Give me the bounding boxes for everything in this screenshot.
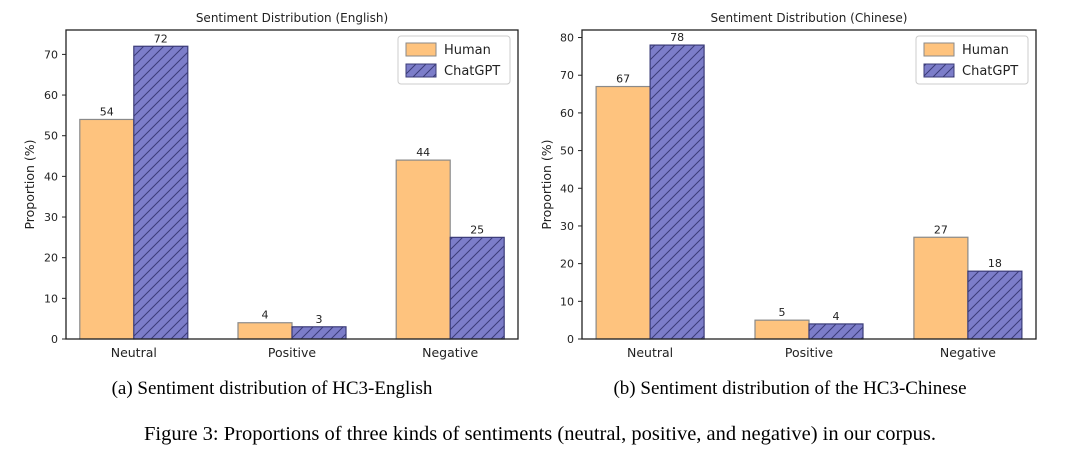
legend-label-chatgpt: ChatGPT xyxy=(444,64,500,79)
bar-chatgpt-positive xyxy=(291,326,347,340)
bar-human-neutral xyxy=(595,85,651,340)
y-tick-label: 0 xyxy=(51,333,58,346)
bar-human-negative xyxy=(913,236,969,340)
value-label-human-neutral: 67 xyxy=(616,73,630,86)
y-tick-label: 10 xyxy=(560,295,574,308)
legend-swatch-chatgpt xyxy=(405,63,437,78)
y-tick-label: 80 xyxy=(560,32,574,45)
legend-swatch-chatgpt xyxy=(923,63,955,78)
value-label-chatgpt-positive: 3 xyxy=(316,313,323,326)
legend-label-chatgpt: ChatGPT xyxy=(962,64,1018,79)
value-label-chatgpt-positive: 4 xyxy=(833,310,840,323)
bar-human-neutral xyxy=(79,118,135,340)
value-label-human-positive: 4 xyxy=(262,309,269,322)
value-label-chatgpt-negative: 25 xyxy=(470,223,484,236)
legend: Human ChatGPT xyxy=(915,35,1029,85)
legend: Human ChatGPT xyxy=(397,35,511,85)
plot-frame xyxy=(65,29,519,340)
x-tick-label-neutral: Neutral xyxy=(111,345,157,360)
bar-human-negative xyxy=(395,159,451,340)
y-tick-label: 40 xyxy=(560,182,574,195)
bar-chatgpt-negative xyxy=(449,236,505,340)
y-tick-label: 50 xyxy=(560,145,574,158)
y-tick-label: 60 xyxy=(44,89,58,102)
y-tick-label: 20 xyxy=(44,252,58,265)
subcaption-english: (a) Sentiment distribution of HC3-Englis… xyxy=(112,378,433,399)
y-axis-label: Proportion (%) xyxy=(539,139,554,229)
bar-human-positive xyxy=(237,322,293,340)
bar-chatgpt-neutral xyxy=(133,45,189,340)
x-tick-label-positive: Positive xyxy=(268,345,316,360)
figure-caption: Figure 3: Proportions of three kinds of … xyxy=(144,423,936,445)
legend-swatch-human xyxy=(923,42,955,57)
bar-chatgpt-neutral xyxy=(649,44,705,340)
chart-english: Sentiment Distribution (English) Proporti… xyxy=(22,11,519,360)
x-tick-label-neutral: Neutral xyxy=(627,345,673,360)
y-tick-label: 10 xyxy=(44,292,58,305)
legend-label-human: Human xyxy=(962,43,1009,58)
chart-chinese: Sentiment Distribution (Chinese) Proporti… xyxy=(539,11,1037,360)
value-label-chatgpt-neutral: 78 xyxy=(670,31,684,44)
x-tick-label-negative: Negative xyxy=(940,345,996,360)
value-label-chatgpt-negative: 18 xyxy=(988,257,1002,270)
value-label-chatgpt-neutral: 72 xyxy=(154,32,168,45)
y-tick-label: 60 xyxy=(560,107,574,120)
y-tick-label: 30 xyxy=(44,211,58,224)
x-tick-label-positive: Positive xyxy=(785,345,833,360)
legend-label-human: Human xyxy=(444,43,491,58)
y-tick-label: 70 xyxy=(44,48,58,61)
chart-title: Sentiment Distribution (English) xyxy=(196,11,388,25)
y-tick-label: 70 xyxy=(560,69,574,82)
y-tick-label: 20 xyxy=(560,258,574,271)
y-tick-label: 50 xyxy=(44,130,58,143)
bar-human-positive xyxy=(754,319,810,340)
value-label-human-negative: 44 xyxy=(416,146,430,159)
x-tick-label-negative: Negative xyxy=(422,345,478,360)
value-label-human-positive: 5 xyxy=(779,306,786,319)
bar-chatgpt-negative xyxy=(967,270,1023,340)
legend-swatch-human xyxy=(405,42,437,57)
y-tick-label: 0 xyxy=(567,333,574,346)
bar-chatgpt-positive xyxy=(808,323,864,340)
plot-frame xyxy=(581,29,1037,340)
value-label-human-negative: 27 xyxy=(934,223,948,236)
y-tick-label: 30 xyxy=(560,220,574,233)
chart-title: Sentiment Distribution (Chinese) xyxy=(711,11,908,25)
value-label-human-neutral: 54 xyxy=(100,105,114,118)
y-axis-label: Proportion (%) xyxy=(22,139,37,229)
subcaption-chinese: (b) Sentiment distribution of the HC3-Ch… xyxy=(613,378,966,399)
y-tick-label: 40 xyxy=(44,170,58,183)
